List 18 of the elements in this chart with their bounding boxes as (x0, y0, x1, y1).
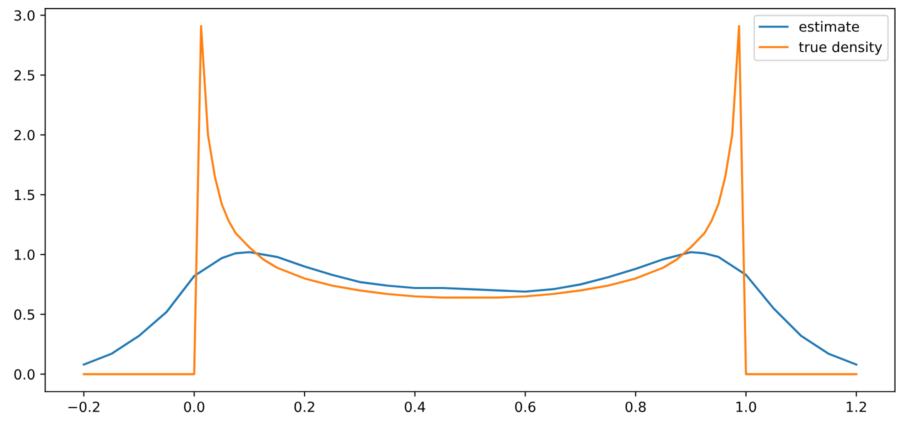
y-tick-label: 2.0 (14, 130, 35, 140)
y-tick-label: 1.0 (14, 249, 35, 260)
line-series (82, 251, 858, 366)
x-tick-label: 1.2 (846, 402, 866, 412)
legend-label: estimate (799, 21, 859, 32)
y-tick-label: 1.5 (14, 190, 34, 200)
y-tick-label: 0.5 (14, 309, 34, 320)
x-tick-label: 0.2 (294, 402, 314, 412)
x-tick-label: 0.8 (625, 402, 646, 412)
legend-label: true density (798, 41, 882, 55)
x-tick-label: −0.2 (68, 402, 100, 412)
y-tick-label: 2.5 (14, 70, 34, 81)
x-tick-label: 0.0 (184, 402, 204, 412)
x-tick-label: 1.0 (736, 402, 756, 412)
y-tick-label: 0.0 (14, 369, 35, 380)
x-tick-label: 0.6 (515, 402, 536, 412)
y-tick-label: 3.0 (14, 10, 35, 21)
x-tick-label: 0.4 (404, 402, 426, 412)
